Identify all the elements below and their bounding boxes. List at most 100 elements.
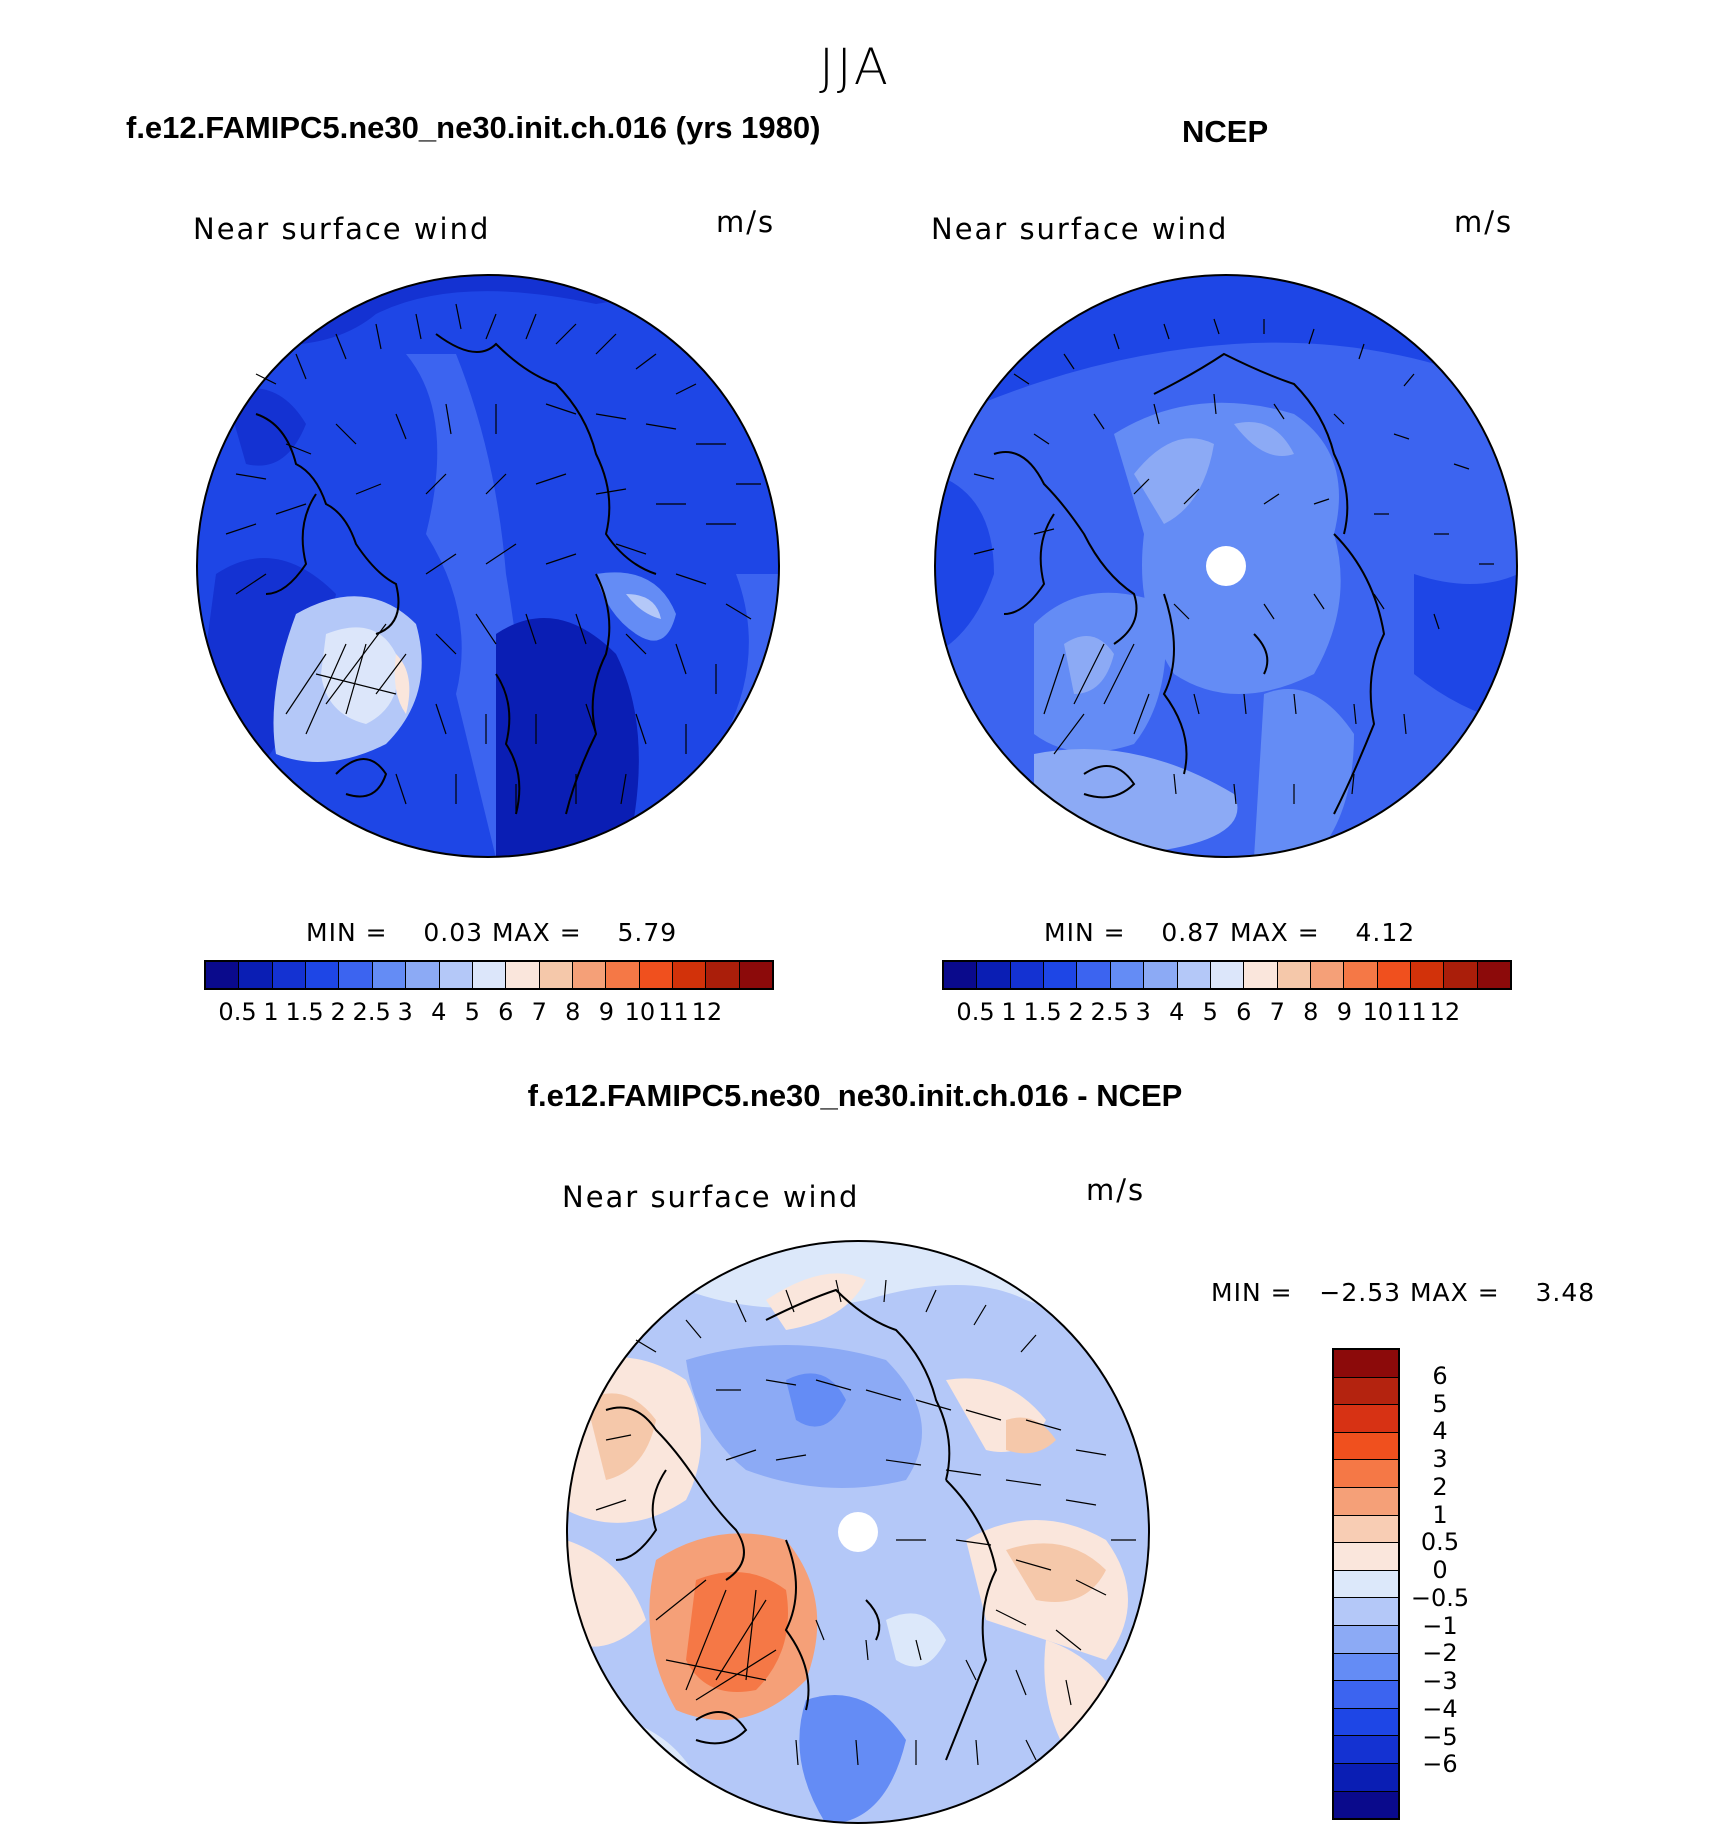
right-colorbar-swatch xyxy=(1277,962,1311,988)
left-colorbar-swatch xyxy=(239,962,273,988)
left-colorbar-tick-label: 2 xyxy=(330,998,346,1026)
diff-colorbar-tick-label: 0 xyxy=(1432,1556,1448,1585)
left-panel-title: f.e12.FAMIPC5.ne30_ne30.init.ch.016 (yrs… xyxy=(126,110,821,145)
diff-colorbar-tick-label: 2 xyxy=(1432,1472,1448,1501)
left-colorbar-swatch xyxy=(439,962,473,988)
diff-panel-title: f.e12.FAMIPC5.ne30_ne30.init.ch.016 - NC… xyxy=(527,1078,1183,1113)
right-colorbar-swatch xyxy=(1077,962,1111,988)
diff-colorbar-tick-label: −1 xyxy=(1422,1611,1458,1640)
left-min-max: MIN = 0.03 MAX = 5.79 xyxy=(306,918,677,947)
left-min-label: MIN = xyxy=(306,918,388,947)
left-variable-label: Near surface wind xyxy=(193,212,491,246)
left-colorbar-swatch xyxy=(272,962,307,988)
diff-colorbar-tick-label: −4 xyxy=(1422,1694,1458,1723)
right-colorbar-tick-label: 6 xyxy=(1236,998,1252,1026)
diff-colorbar-swatch xyxy=(1334,1543,1398,1571)
left-colorbar-swatch xyxy=(673,962,707,988)
left-colorbar-tick-label: 10 xyxy=(624,998,656,1026)
diff-colorbar-swatch xyxy=(1334,1460,1398,1488)
left-colorbar-swatch xyxy=(472,962,507,988)
left-colorbar-tick-label: 12 xyxy=(691,998,723,1026)
left-colorbar-swatch xyxy=(406,962,440,988)
right-wind-vectors xyxy=(973,318,1494,805)
right-colorbar-tick-label: 12 xyxy=(1429,998,1461,1026)
diff-colorbar-tick-label: 3 xyxy=(1432,1445,1448,1474)
diff-colorbar-swatch xyxy=(1334,1598,1398,1626)
left-max-value: 5.79 xyxy=(617,918,678,947)
right-colorbar-tick-label: 2 xyxy=(1068,998,1084,1026)
diff-colorbar-tick-label: 4 xyxy=(1432,1417,1448,1446)
left-colorbar xyxy=(204,960,774,990)
diff-colorbar-tick-label: 5 xyxy=(1432,1389,1448,1418)
right-colorbar-tick-label: 0.5 xyxy=(956,998,995,1026)
right-colorbar-tick-label: 7 xyxy=(1269,998,1285,1026)
diff-colorbar xyxy=(1332,1348,1400,1820)
right-colorbar-tick-label: 2.5 xyxy=(1090,998,1129,1026)
left-colorbar-tick-label: 9 xyxy=(598,998,614,1026)
diff-units-label: m/s xyxy=(1086,1173,1146,1207)
diff-min-label: MIN = xyxy=(1211,1278,1293,1307)
left-polar-map xyxy=(196,274,780,858)
diff-colorbar-tick-label: −2 xyxy=(1422,1639,1458,1668)
right-min-label: MIN = xyxy=(1044,918,1126,947)
right-colorbar-swatch xyxy=(1177,962,1211,988)
right-colorbar-tick-label: 9 xyxy=(1336,998,1352,1026)
diff-colorbar-swatch xyxy=(1334,1350,1398,1378)
right-polar-map xyxy=(934,274,1518,858)
right-max-label: MAX = xyxy=(1229,918,1320,947)
right-max-value: 4.12 xyxy=(1355,918,1416,947)
diff-colorbar-swatch xyxy=(1334,1791,1398,1819)
left-colorbar-tick-label: 3 xyxy=(397,998,413,1026)
left-colorbar-tick-label: 7 xyxy=(531,998,547,1026)
left-colorbar-swatch xyxy=(339,962,373,988)
right-colorbar-swatch xyxy=(1210,962,1245,988)
diff-colorbar-swatch xyxy=(1334,1763,1398,1792)
left-colorbar-swatch xyxy=(739,962,773,988)
right-colorbar-swatch xyxy=(1310,962,1345,988)
left-max-label: MAX = xyxy=(491,918,582,947)
right-colorbar-swatch xyxy=(977,962,1011,988)
figure-title: JJA xyxy=(819,38,891,96)
diff-colorbar-swatch xyxy=(1334,1681,1398,1709)
diff-colorbar-swatch xyxy=(1334,1377,1398,1406)
diff-colorbar-tick-label: −5 xyxy=(1422,1722,1458,1751)
right-panel-title: NCEP xyxy=(1182,114,1269,149)
diff-colorbar-tick-label: −3 xyxy=(1422,1667,1458,1696)
left-colorbar-tick-label: 6 xyxy=(498,998,514,1026)
diff-colorbar-swatch xyxy=(1334,1708,1398,1737)
right-colorbar-swatch xyxy=(1411,962,1445,988)
diff-max-value: 3.48 xyxy=(1535,1278,1596,1307)
left-colorbar-swatch xyxy=(306,962,340,988)
right-colorbar-tick-label: 4 xyxy=(1169,998,1185,1026)
right-colorbar-tick-label: 3 xyxy=(1135,998,1151,1026)
left-colorbar-tick-label: 11 xyxy=(658,998,689,1026)
diff-polar-map xyxy=(566,1240,1150,1824)
left-colorbar-swatch xyxy=(606,962,640,988)
diff-colorbar-swatch xyxy=(1334,1432,1398,1461)
right-colorbar-tick-label: 11 xyxy=(1396,998,1427,1026)
right-colorbar-tick-label: 10 xyxy=(1362,998,1394,1026)
right-min-max: MIN = 0.87 MAX = 4.12 xyxy=(1044,918,1415,947)
left-colorbar-swatch xyxy=(372,962,407,988)
diff-colorbar-tick-label: −6 xyxy=(1422,1750,1458,1779)
right-colorbar-swatch xyxy=(1244,962,1278,988)
diff-colorbar-tick-label: −0.5 xyxy=(1410,1583,1470,1612)
left-colorbar-swatch xyxy=(206,962,240,988)
left-units-label: m/s xyxy=(716,205,776,239)
left-wind-vectors xyxy=(225,303,761,814)
left-colorbar-tick-label: 5 xyxy=(464,998,480,1026)
diff-colorbar-tick-label: 6 xyxy=(1432,1361,1448,1390)
right-colorbar-tick-label: 8 xyxy=(1303,998,1319,1026)
left-colorbar-tick-label: 1.5 xyxy=(285,998,324,1026)
right-colorbar-swatch xyxy=(1010,962,1045,988)
left-colorbar-swatch xyxy=(572,962,607,988)
right-colorbar-tick-label: 5 xyxy=(1202,998,1218,1026)
left-colorbar-tick-label: 8 xyxy=(565,998,581,1026)
diff-colorbar-swatch xyxy=(1334,1515,1398,1544)
right-colorbar-swatch xyxy=(1110,962,1145,988)
right-colorbar-swatch xyxy=(1444,962,1478,988)
left-colorbar-swatch xyxy=(539,962,573,988)
right-colorbar-swatch xyxy=(1044,962,1078,988)
right-colorbar-swatch xyxy=(944,962,978,988)
right-min-value: 0.87 xyxy=(1161,918,1222,947)
